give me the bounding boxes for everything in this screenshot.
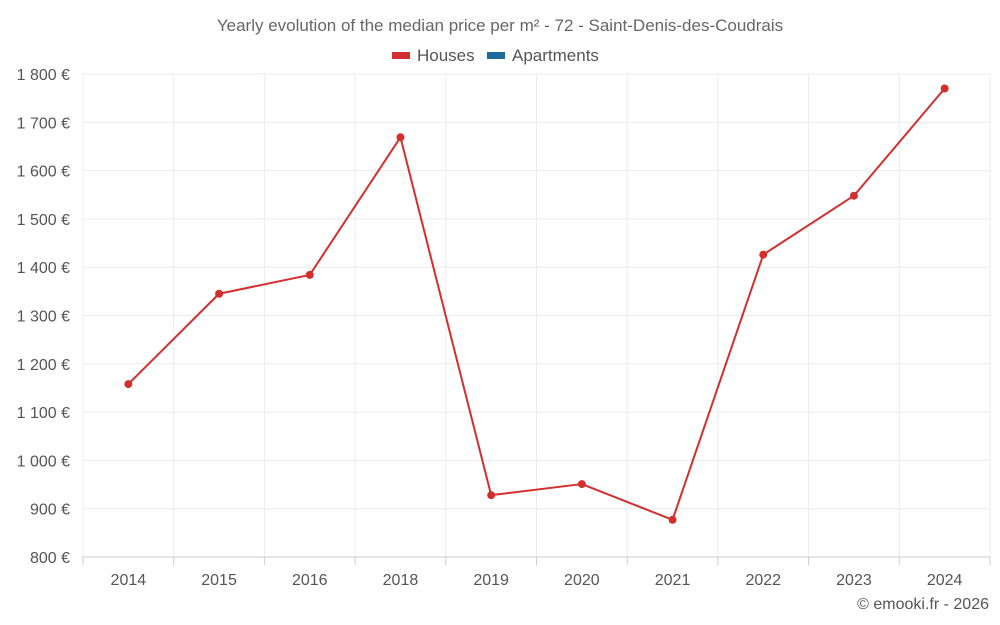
data-point[interactable] — [940, 84, 949, 93]
data-point[interactable] — [759, 250, 768, 259]
y-tick-label: 1 100 € — [17, 405, 70, 422]
y-tick-label: 1 500 € — [17, 212, 70, 229]
data-point[interactable] — [396, 133, 405, 142]
x-tick-label: 2015 — [201, 572, 237, 589]
y-tick-label: 1 400 € — [17, 260, 70, 277]
x-tick-label: 2022 — [745, 572, 781, 589]
data-point[interactable] — [215, 289, 224, 298]
legend-label-apartments: Apartments — [512, 46, 599, 65]
y-tick-label: 1 200 € — [17, 357, 70, 374]
grid — [82, 73, 991, 558]
x-tick-label: 2018 — [383, 572, 419, 589]
x-tick-label: 2019 — [473, 572, 509, 589]
data-point[interactable] — [668, 515, 677, 524]
legend-item-apartments[interactable]: Apartments — [487, 46, 599, 65]
x-tick-label: 2023 — [836, 572, 872, 589]
y-tick-label: 1 300 € — [17, 309, 70, 326]
x-tick-label: 2020 — [564, 572, 600, 589]
data-point[interactable] — [487, 491, 496, 500]
y-axis: 800 € 900 € 1 000 € 1 100 € 1 200 € 1 300 € 1 … — [17, 67, 70, 567]
x-tick-label: 2024 — [927, 572, 963, 589]
chart-title: Yearly evolution of the median price per… — [217, 16, 783, 35]
y-tick-label: 1 800 € — [17, 67, 70, 84]
x-tick-label: 2014 — [111, 572, 147, 589]
x-axis: 2014 2015 2016 2018 2019 2020 2021 2022 2023 2024 — [82, 556, 991, 589]
data-point[interactable] — [849, 191, 858, 200]
credit-text: © emooki.fr - 2026 — [857, 596, 989, 613]
legend-label-houses: Houses — [417, 46, 475, 65]
legend-item-houses[interactable]: Houses — [392, 46, 475, 65]
x-tick-label: 2021 — [655, 572, 691, 589]
series-line — [127, 87, 946, 521]
y-tick-label: 1 000 € — [17, 453, 70, 470]
data-point[interactable] — [124, 380, 133, 389]
x-tick-label: 2016 — [292, 572, 328, 589]
legend: Houses Apartments — [392, 46, 599, 65]
legend-swatch-apartments — [487, 52, 505, 59]
data-point[interactable] — [577, 480, 586, 489]
data-point[interactable] — [305, 270, 314, 279]
series-houses — [124, 84, 949, 524]
y-tick-label: 800 € — [30, 550, 70, 567]
y-tick-label: 1 700 € — [17, 115, 70, 132]
y-tick-label: 900 € — [30, 502, 70, 519]
legend-swatch-houses — [392, 52, 410, 59]
y-tick-label: 1 600 € — [17, 164, 70, 181]
